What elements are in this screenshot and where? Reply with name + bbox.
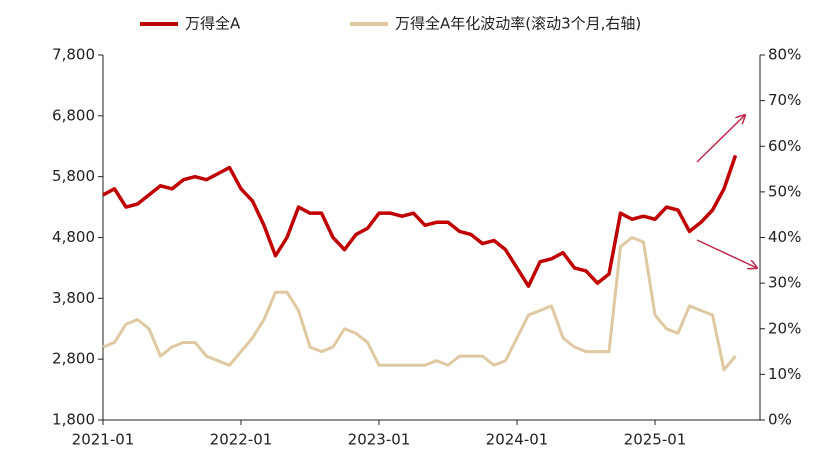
y-tick-label: 7,800: [52, 46, 95, 64]
y2-tick-label: 30%: [768, 274, 801, 292]
y2-tick-label: 60%: [768, 137, 801, 155]
y-tick-label: 3,800: [52, 289, 95, 307]
x-tick-label: 2023-01: [348, 431, 411, 449]
series-line: [102, 236, 737, 372]
x-tick-label: 2024-01: [486, 431, 549, 449]
x-tick-label: 2025-01: [624, 431, 687, 449]
arrow-up: [696, 115, 745, 163]
y-tick-label: 2,800: [52, 350, 95, 368]
x-tick-label: 2021-01: [72, 431, 135, 449]
series-line: [102, 154, 738, 288]
y2-tick-label: 80%: [768, 46, 801, 64]
y2-tick-label: 40%: [768, 228, 801, 246]
y2-tick-label: 20%: [768, 319, 801, 337]
y2-tick-label: 50%: [768, 182, 801, 200]
legend-label: 万得全A年化波动率(滚动3个月,右轴): [395, 15, 641, 33]
y2-tick-label: 10%: [768, 365, 801, 383]
y-tick-label: 6,800: [52, 106, 95, 124]
y-tick-label: 5,800: [52, 167, 95, 185]
y-tick-label: 1,800: [52, 411, 95, 429]
legend-label: 万得全A: [185, 15, 241, 33]
x-tick-label: 2022-01: [210, 431, 273, 449]
y2-tick-label: 0%: [768, 411, 792, 429]
arrow-down: [696, 239, 757, 268]
y-tick-label: 4,800: [52, 228, 95, 246]
y2-tick-label: 70%: [768, 91, 801, 109]
